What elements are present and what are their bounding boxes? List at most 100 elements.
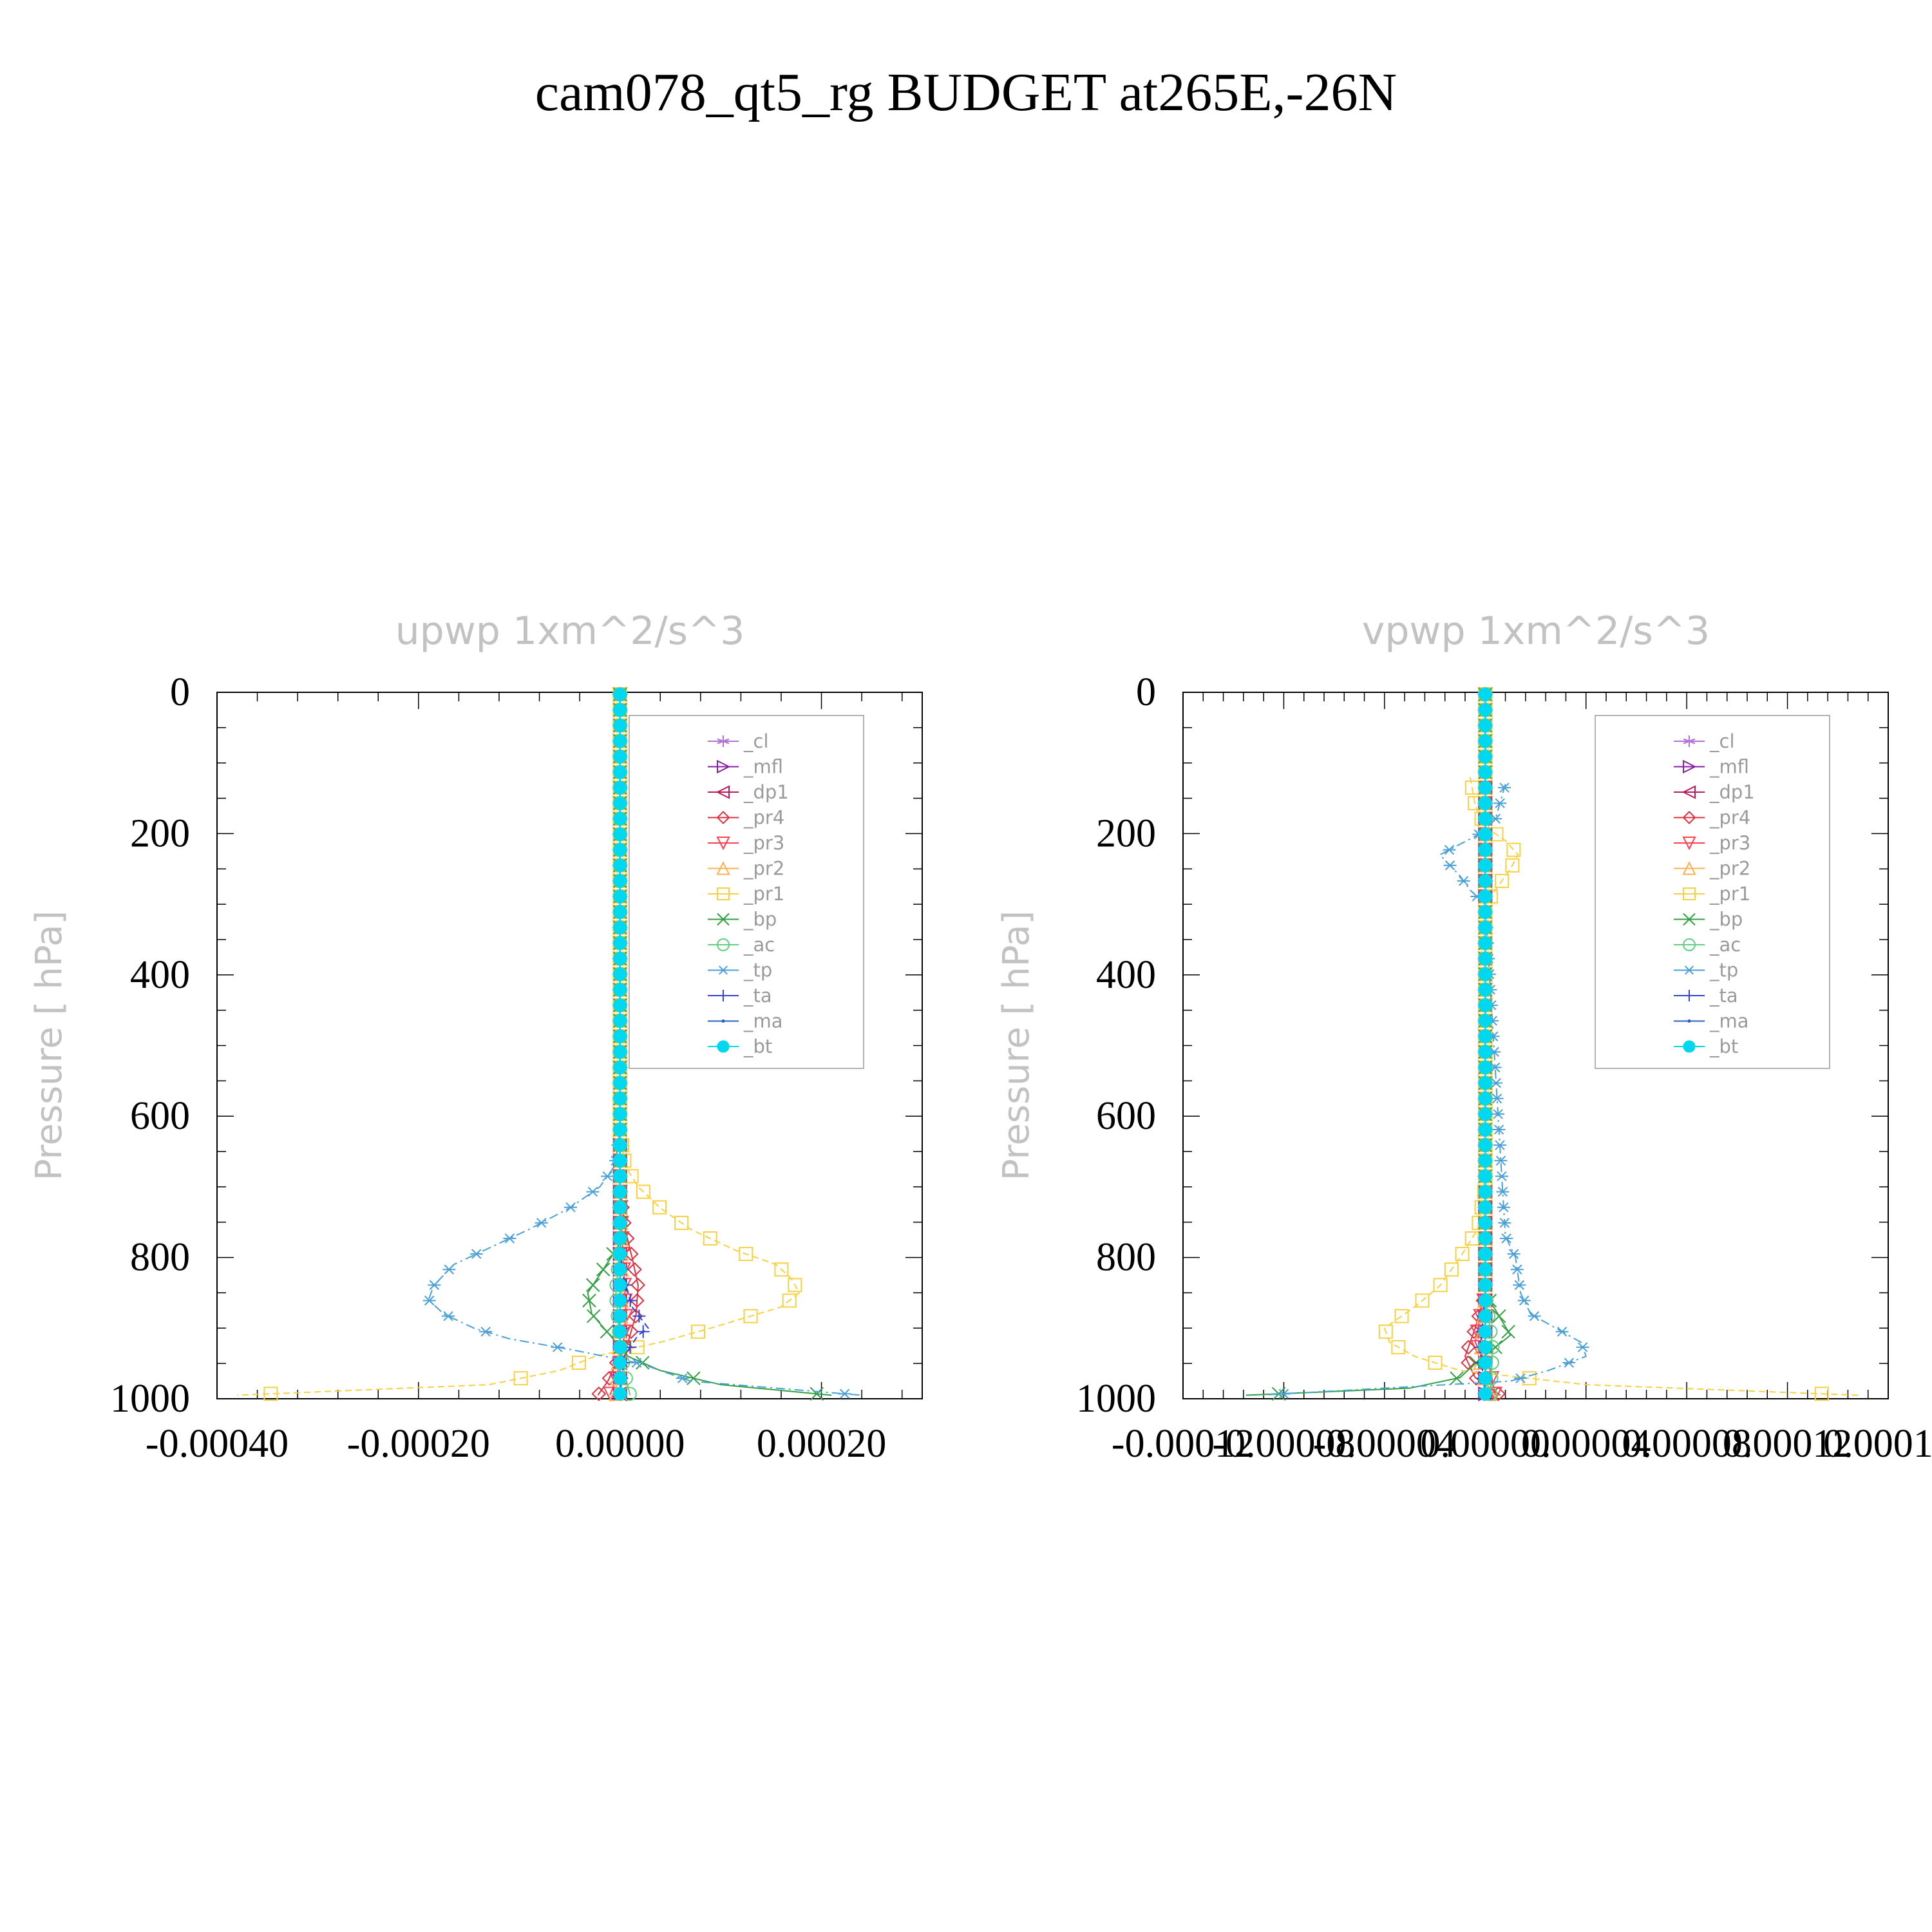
data-point: [1478, 687, 1492, 701]
y-tick-label: 200: [1096, 811, 1156, 855]
x-tick-label: 0.00004: [1521, 1422, 1651, 1466]
data-point: [613, 1247, 627, 1261]
data-point: [1464, 1231, 1479, 1245]
data-point: [629, 1293, 645, 1308]
y-tick-label: 400: [130, 953, 190, 997]
series-ta: [1473, 688, 1492, 1401]
legend-marker: [721, 1019, 725, 1023]
data-point: [586, 1186, 600, 1197]
data-point: [1478, 1247, 1492, 1261]
data-point: [613, 1169, 627, 1183]
data-point: [1478, 998, 1492, 1012]
data-point: [600, 1325, 614, 1339]
data-point: [1378, 1324, 1393, 1339]
y-tick-label: 1000: [110, 1377, 190, 1421]
data-point: [1443, 860, 1457, 871]
data-point: [1498, 782, 1511, 793]
data-point: [613, 827, 627, 841]
data-point: [422, 1295, 436, 1306]
legend-label: _bp: [743, 909, 777, 931]
data-point: [1478, 858, 1492, 873]
data-point: [613, 719, 627, 733]
data-point: [1478, 1262, 1492, 1276]
data-point: [1478, 734, 1492, 748]
data-point: [838, 1388, 851, 1399]
legend-marker: [717, 1040, 730, 1053]
legend-marker: [1681, 785, 1696, 799]
data-point: [613, 920, 627, 934]
y-tick-label: 400: [1096, 953, 1156, 997]
data-point: [1478, 765, 1492, 779]
data-point: [1478, 920, 1492, 934]
data-point: [1498, 1218, 1511, 1228]
x-tick-label: 0.00000: [1421, 1422, 1551, 1466]
data-point: [613, 998, 627, 1012]
data-point: [613, 858, 627, 873]
legend-label: _ma: [1709, 1010, 1749, 1032]
data-point: [564, 1202, 578, 1213]
data-point: [1500, 1233, 1513, 1244]
data-point: [1478, 703, 1492, 717]
x-tick-label: -0.00012: [1112, 1422, 1255, 1466]
data-point: [1517, 1295, 1531, 1306]
x-tick-label: 0.00012: [1723, 1422, 1853, 1466]
data-point: [613, 1278, 627, 1292]
data-point: [613, 1340, 627, 1354]
data-point: [1555, 1327, 1569, 1337]
legend-marker: [1683, 735, 1696, 747]
series-bt: [613, 687, 627, 1401]
legend-label: _ma: [743, 1010, 783, 1032]
data-point: [703, 1231, 717, 1245]
data-point: [636, 1325, 650, 1338]
legend-marker: [1682, 811, 1696, 824]
data-point: [535, 1218, 548, 1228]
data-point: [1478, 1278, 1492, 1292]
data-point: [1478, 952, 1492, 966]
data-point: [613, 1294, 627, 1308]
y-tick-label: 600: [130, 1094, 190, 1138]
data-point: [1495, 873, 1510, 888]
legend-marker: [717, 938, 730, 951]
legend-box: [629, 715, 864, 1069]
data-point: [1478, 811, 1492, 826]
y-axis-label: Pressure [ hPa]: [996, 911, 1037, 1180]
chart-panel-2: vpwp 1xm^2/s^3 Pressure [ hPa] 0 200 400 600 8…: [996, 609, 1932, 1466]
data-point: [613, 1107, 627, 1121]
data-point: [623, 1324, 639, 1340]
series-line: [1245, 1292, 1511, 1396]
legend-label: _mfl: [743, 756, 783, 778]
data-point: [1478, 1231, 1492, 1245]
data-point: [1528, 1311, 1541, 1321]
data-point: [613, 952, 627, 966]
data-point: [613, 1216, 627, 1230]
legend-label: _tp: [1709, 960, 1738, 981]
legend-label: _bp: [1709, 909, 1743, 931]
y-tick-label: 600: [1096, 1094, 1156, 1138]
data-point: [1478, 1138, 1492, 1152]
data-point: [1506, 842, 1521, 857]
data-point: [1496, 1186, 1510, 1197]
legend-marker: [1687, 1019, 1691, 1023]
data-point: [571, 1356, 586, 1370]
data-point: [1428, 1356, 1443, 1370]
data-point: [613, 1076, 627, 1090]
data-point: [1510, 1264, 1524, 1274]
data-point: [613, 796, 627, 810]
legend-marker: [715, 785, 730, 799]
data-point: [690, 1324, 705, 1339]
data-point: [1478, 1061, 1492, 1075]
data-point: [1814, 1387, 1829, 1401]
series-line: [1383, 777, 1859, 1396]
data-point: [613, 1231, 627, 1245]
data-point: [442, 1311, 455, 1321]
legend-label: _pr4: [743, 807, 784, 829]
data-point: [1461, 1340, 1476, 1355]
data-point: [1507, 1249, 1520, 1259]
data-point: [613, 983, 627, 997]
legend-label: _pr4: [1709, 807, 1750, 829]
data-point: [1478, 889, 1492, 904]
data-point: [1450, 1371, 1464, 1385]
data-point: [585, 1278, 600, 1293]
data-point: [613, 1092, 627, 1106]
